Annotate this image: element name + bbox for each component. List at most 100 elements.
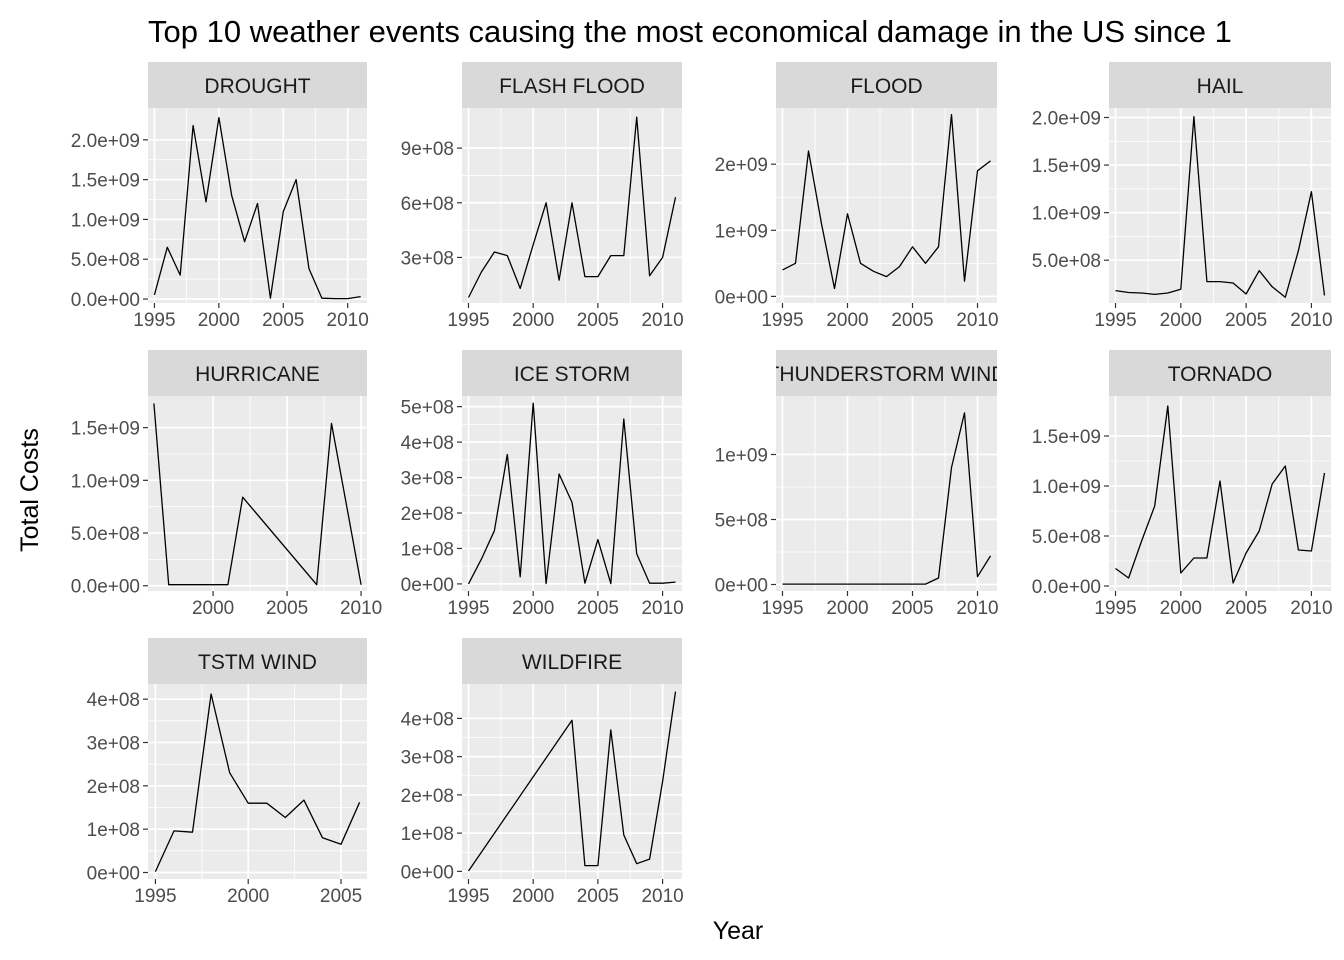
strip-flood [776,62,997,108]
y-tick-label: 5.0e+08 [1032,251,1101,272]
x-tick-label: 2000 [512,310,554,331]
x-tick-label: 2000 [512,886,554,907]
strip-label-hail: HAIL [1197,75,1244,98]
y-tick-label: 5e+08 [401,398,454,419]
series-line-tornado [1115,405,1326,584]
x-tick-label: 2010 [641,886,683,907]
y-tick-label: 1e+08 [87,820,140,841]
x-tick-label: 2005 [891,310,933,331]
y-tick-label: 2e+08 [87,777,140,798]
panel-thunderstorm-wind: THUNDERSTORM WIND 1995 2000 2005 2010 0e+00 5e… [715,350,999,619]
panel-hail: HAIL 1995 2000 2005 2010 5.0e+08 1.0e+09 1.5e+0… [1032,62,1333,331]
x-tick-label: 1995 [447,598,489,619]
x-tick-label: 2010 [1290,310,1332,331]
strip-drought [148,62,367,108]
x-tick-label: 2005 [320,886,362,907]
y-tick-label: 1e+08 [401,539,454,560]
series-line-tstm-wind [154,693,361,872]
y-tick-label: 3e+08 [401,748,454,769]
x-tick-label: 1995 [447,886,489,907]
y-tick-label: 1.0e+09 [71,210,140,231]
strip-label-flood: FLOOD [850,75,922,98]
y-tick-label: 4e+08 [401,433,454,454]
y-tick-label: 4e+08 [401,709,454,730]
y-tick-label: 2e+09 [715,155,768,176]
y-tick-label: 1e+09 [715,221,768,242]
y-tick-label: 1.0e+09 [71,471,140,492]
y-tick-label: 3e+08 [401,248,454,269]
y-tick-label: 4e+08 [87,690,140,711]
y-tick-label: 3e+08 [87,734,140,755]
y-tick-label: 1.0e+09 [1032,477,1101,498]
plot-bg-hurricane [148,396,367,591]
y-tick-label: 5.0e+08 [71,250,140,271]
strip-hail [1109,62,1331,108]
strip-label-drought: DROUGHT [204,75,310,98]
y-tick-label: 0e+00 [715,576,768,597]
x-tick-label: 2005 [577,598,619,619]
x-tick-label: 2005 [1225,598,1267,619]
plot-bg-tstm-wind [148,684,367,879]
y-axis-title: Total Costs [16,428,44,552]
y-tick-label: 1e+09 [715,446,768,467]
x-tick-label: 2000 [227,886,269,907]
y-tick-label: 9e+08 [401,139,454,160]
series-line-drought [153,116,361,300]
x-tick-label: 2000 [198,310,240,331]
facet-panels: DROUGHT 1995 2000 2005 2010 0.0e+00 5.0e+08 1.0… [71,62,1333,907]
y-tick-label: 1.5e+09 [1032,427,1101,448]
x-tick-label: 1995 [133,310,175,331]
series-line-ice-storm [467,402,676,585]
panel-flood: FLOOD 1995 2000 2005 2010 0e+00 1e+09 2e+09 [715,62,999,331]
y-tick-label: 0e+00 [401,862,454,883]
panel-tornado: TORNADO 1995 2000 2005 2010 0.0e+00 5.0e+08 1.0… [1032,350,1333,619]
strip-wildfire [462,638,682,684]
y-tick-label: 6e+08 [401,194,454,215]
panel-tstm-wind: TSTM WIND 1995 2000 2005 0e+00 1e+08 2e+08 3e+0… [87,638,367,907]
x-tick-label: 1995 [134,886,176,907]
series-line-hail [1115,115,1326,298]
y-tick-label: 1.5e+09 [71,419,140,440]
y-tick-label: 1.0e+09 [1032,204,1101,225]
y-tick-label: 0.0e+00 [71,577,140,598]
x-tick-label: 2010 [956,310,998,331]
plot-bg-ice-storm [462,396,682,591]
y-tick-label: 1.5e+09 [1032,156,1101,177]
y-tick-label: 0.0e+00 [71,290,140,311]
x-tick-label: 2000 [1160,598,1202,619]
panel-flash-flood: FLASH FLOOD 1995 2000 2005 2010 3e+08 6e+08 9e+… [401,62,684,331]
x-tick-label: 2005 [577,310,619,331]
series-line-thunderstorm-wind [782,412,992,585]
y-tick-label: 5.0e+08 [1032,527,1101,548]
series-line-flood [782,113,991,290]
x-tick-label: 2005 [891,598,933,619]
x-tick-label: 2010 [641,310,683,331]
plot-bg-hail [1109,108,1331,303]
y-tick-label: 2.0e+09 [71,131,140,152]
y-tick-label: 5e+08 [715,511,768,532]
plot-bg-thunderstorm-wind [776,396,997,591]
panel-wildfire: WILDFIRE 1995 2000 2005 2010 0e+00 1e+08 2e+08 3… [401,638,684,907]
y-tick-label: 2e+08 [401,786,454,807]
y-tick-label: 3e+08 [401,469,454,490]
y-tick-label: 1e+08 [401,824,454,845]
series-line-flash-flood [467,116,677,298]
strip-label-hurricane: HURRICANE [195,363,320,386]
x-tick-label: 2000 [512,598,554,619]
x-tick-label: 1995 [447,310,489,331]
x-tick-label: 2010 [1290,598,1332,619]
x-tick-label: 2005 [262,310,304,331]
x-tick-label: 1995 [1094,598,1136,619]
strip-tstm-wind [148,638,367,684]
y-tick-label: 0.0e+00 [1032,577,1101,598]
panel-drought: DROUGHT 1995 2000 2005 2010 0.0e+00 5.0e+08 1.0… [71,62,369,331]
x-tick-label: 2010 [327,310,369,331]
strip-label-ice-storm: ICE STORM [514,363,630,386]
strip-label-tstm-wind: TSTM WIND [198,651,317,674]
series-line-hurricane [153,403,362,586]
strip-label-flash-flood: FLASH FLOOD [499,75,645,98]
strip-tornado [1109,350,1331,396]
x-axis-title: Year [713,917,764,945]
plot-bg-tornado [1109,396,1331,591]
